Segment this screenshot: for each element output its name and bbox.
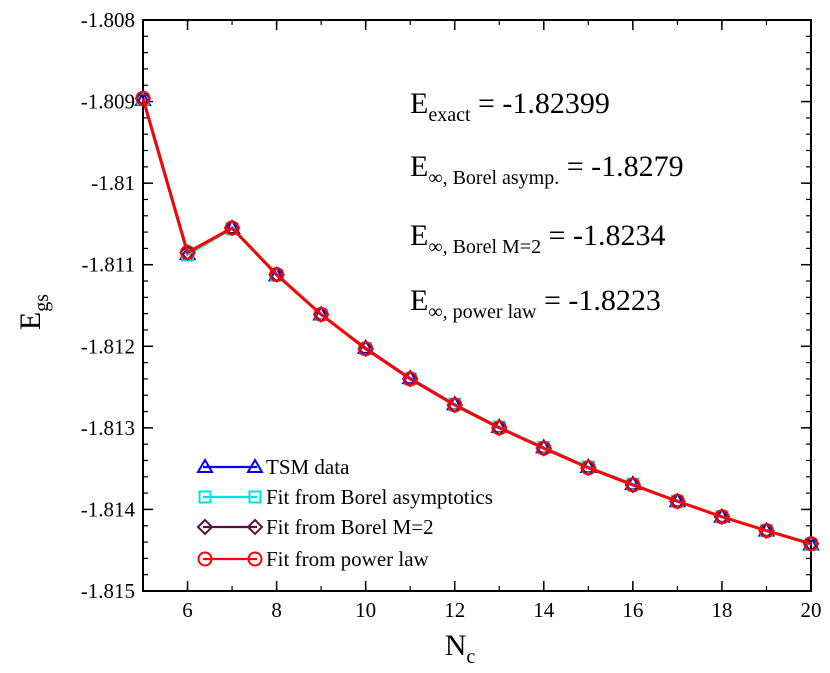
series-line [141,97,812,546]
legend-marker [248,490,262,504]
legend-label: Fit from power law [266,547,430,571]
data-point-circle [669,493,685,509]
x-tick-label: 16 [622,598,643,622]
data-point-triangle [223,219,241,235]
x-tick-label: 14 [533,598,555,622]
legend-label: Fit from Borel M=2 [266,515,434,539]
y-tick-label: -1.812 [81,334,135,358]
legend-label: Fit from Borel asymptotics [266,485,493,509]
series-layer [134,89,820,553]
data-point-circle [224,220,240,236]
x-axis-label: Nc [445,629,476,668]
data-point-circle [269,267,285,283]
legend-marker [246,458,264,473]
legend-item: Fit from Borel M=2 [196,515,434,539]
legend-marker [198,490,212,504]
legend-item: Fit from power law [197,547,430,571]
y-tick-label: -1.815 [81,579,135,603]
data-point-circle [491,420,507,436]
annotations: Eexact = -1.82399 E∞, Borel asymp. = -1.8… [410,87,684,323]
y-axis-label: Egs [14,294,53,330]
legend-marker [196,518,214,536]
annotation-text: E∞, Borel asymp. = -1.8279 [410,150,684,189]
legend-marker [247,551,263,567]
legend-item: TSM data [196,455,350,479]
data-point-circle [180,244,196,260]
data-point-circle [402,371,418,387]
legend-marker [197,551,213,567]
x-tick-label: 8 [271,598,282,622]
legend: TSM data Fit from Borel asymptotics Fit fr… [196,455,493,571]
legend-label: TSM data [266,455,350,479]
data-point-circle [536,440,552,456]
y-tick-label: -1.813 [81,416,135,440]
y-tick-label: -1.809 [81,90,135,114]
y-tick-label: -1.811 [82,253,135,277]
data-point-circle [625,477,641,493]
data-point-circle [580,460,596,476]
x-tick-label: 20 [801,598,822,622]
legend-marker [246,518,264,536]
x-tick-label: 18 [711,598,732,622]
data-point-circle [758,523,774,539]
y-tick-label: -1.81 [91,171,135,195]
x-tick-labels: 6 8 10 12 14 16 18 20 [182,598,821,622]
data-point-circle [135,90,151,106]
x-tick-label: 10 [355,598,376,622]
data-point-circle [313,306,329,322]
data-point-circle [714,509,730,525]
data-point-circle [803,536,819,552]
x-tick-label: 12 [444,598,465,622]
annotation-text: E∞, Borel M=2 = -1.8234 [410,219,666,258]
y-tick-labels: -1.808 -1.809 -1.81 -1.811 -1.812 -1.813 -1.81… [81,8,136,603]
data-point-circle [447,397,463,413]
y-tick-label: -1.814 [81,497,136,521]
y-tick-label: -1.808 [81,8,135,32]
annotation-text: E∞, power law = -1.8223 [410,284,661,323]
legend-marker [196,458,214,473]
legend-item: Fit from Borel asymptotics [198,485,493,509]
annotation-text: Eexact = -1.82399 [410,87,610,126]
data-point-circle [358,341,374,357]
series-circle [135,90,819,552]
x-tick-label: 6 [182,598,193,622]
plot-frame [142,19,812,592]
